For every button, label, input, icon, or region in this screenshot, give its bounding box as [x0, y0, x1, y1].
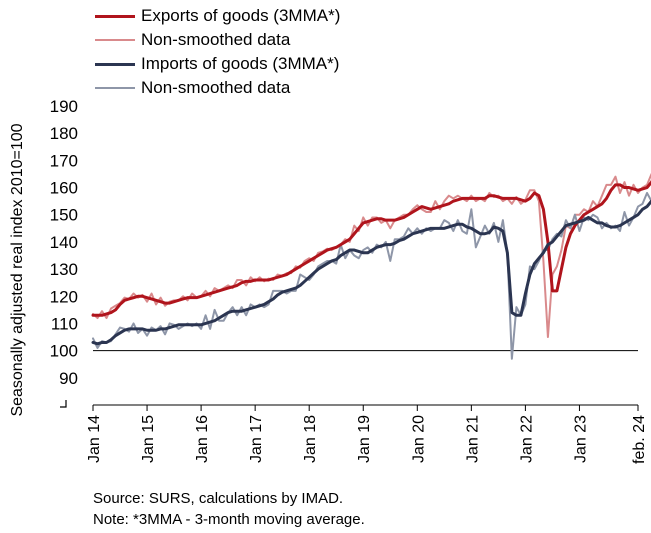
legend-item-exports-raw: Non-smoothed data	[95, 28, 340, 52]
series-imports-raw	[92, 191, 651, 360]
series-imports-3mma	[91, 199, 651, 346]
x-tick-label: Jan 23	[572, 415, 589, 463]
legend-label-imports-raw: Non-smoothed data	[141, 78, 291, 97]
legend-item-imports: Imports of goods (3MMA*)	[95, 52, 340, 76]
legend-label-exports: Exports of goods (3MMA*)	[141, 6, 341, 25]
legend-swatch-imports-raw	[95, 87, 135, 89]
y-tick-label: 110	[51, 314, 78, 333]
x-tick-label: Jan 17	[248, 415, 265, 463]
y-tick-label: 170	[50, 151, 78, 170]
x-tick-label: Jan 21	[464, 415, 481, 463]
legend-item-imports-raw: Non-smoothed data	[95, 76, 340, 100]
x-tick-label: Jan 19	[356, 415, 373, 463]
legend-label-imports: Imports of goods (3MMA*)	[141, 54, 340, 73]
y-tick-label: 160	[50, 179, 78, 198]
y-tick-label: 180	[50, 124, 78, 143]
x-tick-label: Jan 15	[140, 415, 157, 463]
y-tick-label: 190	[50, 97, 78, 116]
legend-swatch-exports	[95, 14, 135, 18]
x-tick-label: Jan 14	[86, 415, 103, 463]
legend-item-exports: Exports of goods (3MMA*)	[95, 4, 340, 28]
series-exports-3mma	[91, 179, 651, 317]
x-tick-label: Jan 16	[194, 415, 211, 463]
y-tick-label: 150	[50, 206, 78, 225]
x-tick-label: Jan 18	[302, 415, 319, 463]
legend-label-exports-raw: Non-smoothed data	[141, 30, 291, 49]
y-tick-label: 90	[59, 369, 78, 388]
notes: Source: SURS, calculations by IMAD. Note…	[93, 488, 365, 530]
legend-swatch-imports	[95, 62, 135, 66]
source-note: Source: SURS, calculations by IMAD.	[93, 490, 344, 507]
series-exports-raw	[92, 173, 651, 339]
y-tick-label: 100	[50, 342, 78, 361]
y-tick-label: 140	[50, 233, 78, 252]
legend-swatch-exports-raw	[95, 39, 135, 41]
footnote: Note: *3MMA - 3-month moving average.	[93, 511, 365, 528]
x-tick-label: feb. 24	[631, 415, 648, 464]
x-tick-label: Jan 22	[518, 415, 535, 463]
legend: Exports of goods (3MMA*) Non-smoothed da…	[95, 4, 340, 100]
y-tick-label: 130	[50, 260, 78, 279]
y-tick-label: 120	[50, 287, 78, 306]
x-tick-label: Jan 20	[410, 415, 427, 463]
axis-break-mark	[60, 400, 67, 408]
